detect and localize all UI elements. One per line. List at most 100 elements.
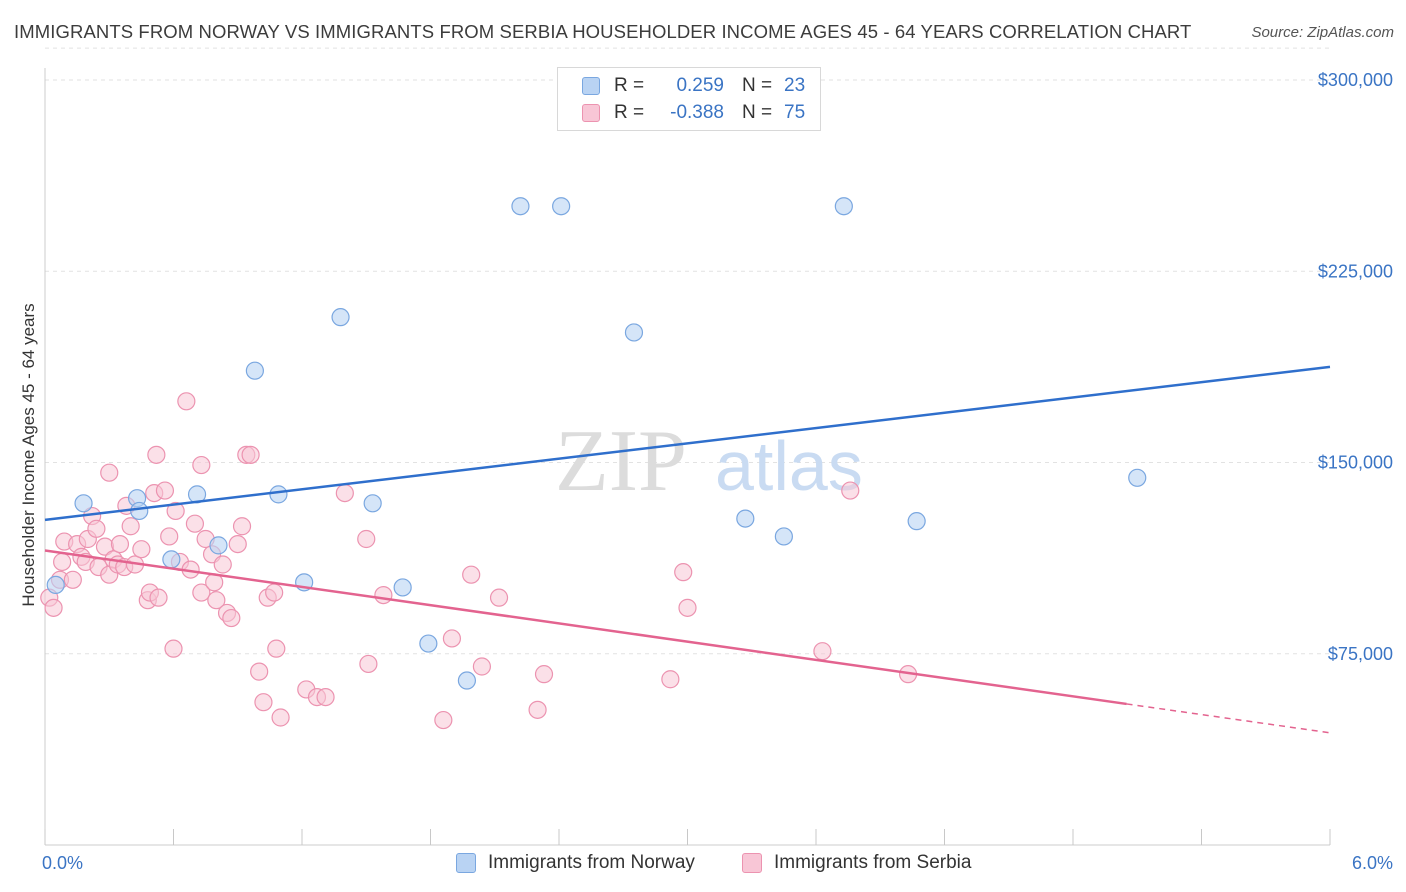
norway-point xyxy=(393,578,412,597)
serbia-point xyxy=(813,642,832,661)
serbia-point xyxy=(166,501,185,521)
norway-point xyxy=(363,494,382,513)
serbia-point xyxy=(678,598,697,617)
serbia-legend-label: Immigrants from Serbia xyxy=(774,852,972,873)
serbia-point xyxy=(149,588,168,607)
serbia-point xyxy=(254,693,273,712)
norway-point xyxy=(552,197,571,216)
serbia-point xyxy=(841,481,860,500)
norway-point xyxy=(907,512,926,531)
serbia-point xyxy=(63,570,82,589)
serbia-point xyxy=(232,517,252,536)
serbia-point xyxy=(265,583,284,602)
serbia-point xyxy=(53,552,72,572)
serbia-point xyxy=(374,585,393,605)
watermark: ZIP atlas xyxy=(555,413,863,510)
serbia-point xyxy=(442,629,462,648)
serbia-point xyxy=(155,481,175,500)
norway-point xyxy=(130,501,149,521)
norway-point xyxy=(46,575,65,595)
series-norway-points xyxy=(46,197,1147,690)
serbia-point xyxy=(192,455,211,475)
x-tick-labels: 0.0% 6.0% xyxy=(42,853,1393,873)
norway-legend-swatch xyxy=(456,853,476,873)
watermark-zip: ZIP xyxy=(555,413,687,510)
serbia-point xyxy=(359,654,378,674)
y-tick-labels: $75,000 $150,000 $225,000 $300,000 xyxy=(1318,70,1393,664)
y-axis-label: Householder Income Ages 45 - 64 years xyxy=(19,303,38,606)
serbia-point xyxy=(674,563,693,582)
norway-point xyxy=(834,197,853,216)
serbia-point xyxy=(267,639,286,658)
serbia-point xyxy=(241,445,260,464)
serbia-point xyxy=(528,700,547,719)
serbia-r-value: -0.388 xyxy=(670,102,724,123)
norway-point xyxy=(419,634,438,653)
norway-point xyxy=(245,361,264,380)
y-tick-label: $150,000 xyxy=(1318,453,1393,473)
norway-point xyxy=(74,494,93,513)
serbia-point xyxy=(132,540,151,559)
norway-point xyxy=(736,509,755,528)
y-tick-label: $75,000 xyxy=(1328,644,1393,664)
y-tick-label: $225,000 xyxy=(1318,261,1393,281)
x-tick-label-min: 0.0% xyxy=(42,853,83,873)
norway-point xyxy=(331,308,350,327)
chart-title: IMMIGRANTS FROM NORWAY VS IMMIGRANTS FRO… xyxy=(14,21,1192,42)
source-credit: Source: ZipAtlas.com xyxy=(1251,24,1394,41)
norway-r-value: 0.259 xyxy=(676,75,724,96)
serbia-trend-extension xyxy=(1126,703,1331,734)
norway-point xyxy=(162,550,181,569)
correlation-legend: R = 0.259 N = 23 R = -0.388 N = 75 xyxy=(557,67,821,131)
serbia-point xyxy=(213,555,232,574)
serbia-point xyxy=(87,519,106,538)
legend-row-norway: R = 0.259 N = 23 xyxy=(582,74,805,98)
serbia-point xyxy=(164,639,183,658)
serbia-point xyxy=(192,583,211,602)
serbia-point xyxy=(228,534,247,554)
serbia-point xyxy=(222,608,241,628)
norway-point xyxy=(209,536,228,555)
norway-trend-line xyxy=(44,365,1331,522)
serbia-point xyxy=(462,565,481,584)
serbia-legend-swatch xyxy=(742,853,762,873)
serbia-point xyxy=(177,392,196,411)
serbia-trend-line xyxy=(44,549,1127,706)
serbia-point xyxy=(250,662,269,681)
serbia-swatch xyxy=(582,104,600,122)
serbia-point xyxy=(121,517,140,536)
norway-legend-label: Immigrants from Norway xyxy=(488,852,695,873)
serbia-point xyxy=(335,484,354,503)
serbia-point xyxy=(489,588,509,607)
trend-lines xyxy=(44,365,1331,734)
y-tick-label: $300,000 xyxy=(1318,70,1393,90)
norway-point xyxy=(624,323,644,342)
serbia-r-label: R = xyxy=(614,102,645,123)
serbia-point xyxy=(271,708,290,727)
norway-point xyxy=(774,527,793,546)
serbia-point xyxy=(44,598,63,617)
legend-row-serbia: R = -0.388 N = 75 xyxy=(582,101,805,125)
norway-point xyxy=(1128,468,1147,487)
serbia-point xyxy=(357,529,376,549)
serbia-n-value: 75 xyxy=(784,102,806,123)
serbia-point xyxy=(316,687,335,707)
grid-lines xyxy=(45,47,1330,655)
serbia-point xyxy=(160,527,179,546)
serbia-point xyxy=(207,591,226,610)
x-tick-label-max: 6.0% xyxy=(1352,853,1393,873)
legend-item-norway[interactable]: Immigrants from Norway xyxy=(456,852,695,874)
serbia-point xyxy=(472,657,491,676)
norway-swatch xyxy=(582,77,600,95)
serbia-point xyxy=(147,445,166,464)
serbia-point xyxy=(185,514,205,533)
legend-item-serbia[interactable]: Immigrants from Serbia xyxy=(742,852,971,874)
serbia-point xyxy=(100,463,119,482)
serbia-n-label: N = xyxy=(742,102,773,123)
norway-n-value: 23 xyxy=(784,75,806,96)
serbia-point xyxy=(434,710,453,730)
norway-point xyxy=(269,485,288,504)
norway-n-label: N = xyxy=(742,75,773,96)
serbia-point xyxy=(534,665,554,684)
